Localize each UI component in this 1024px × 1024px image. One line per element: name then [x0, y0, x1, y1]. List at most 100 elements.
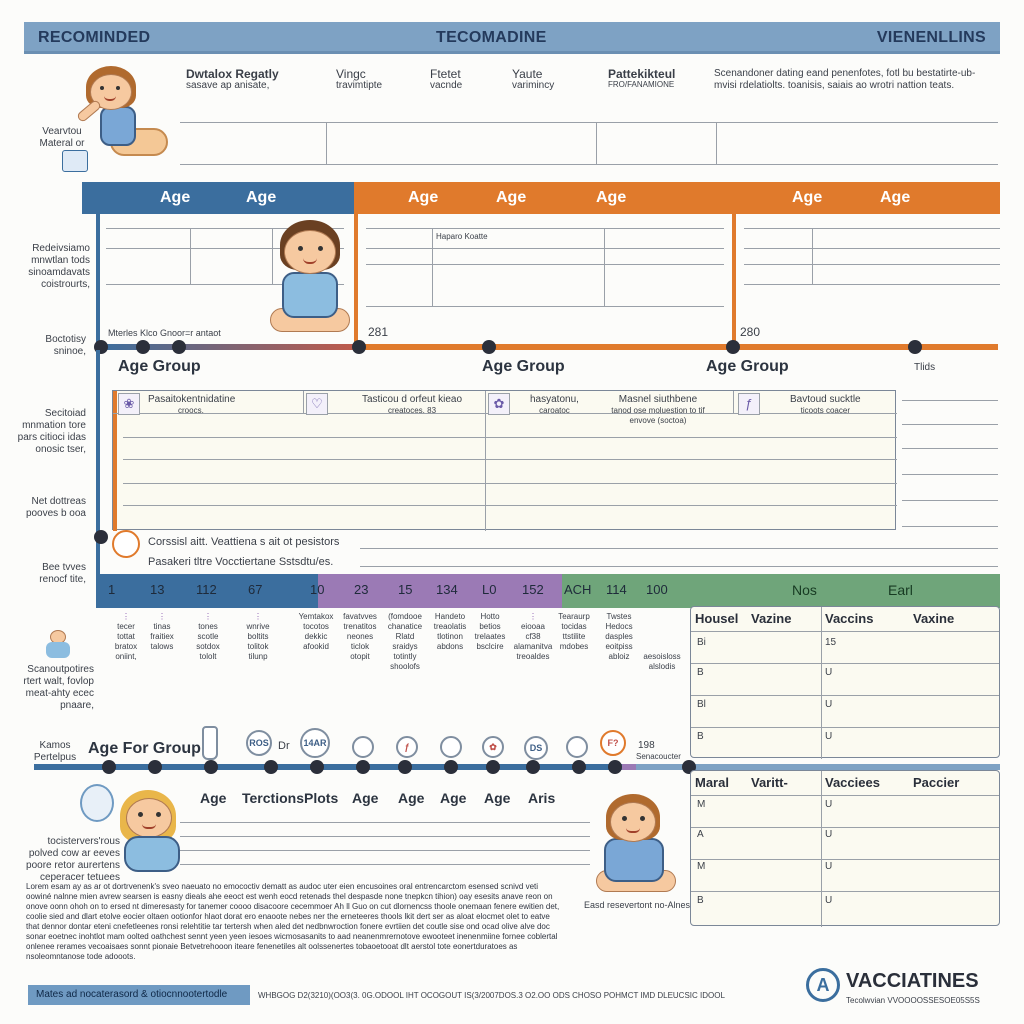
vaccine-item-2: Tasticou d orfeut kieao creatoces. 83	[361, 394, 463, 415]
vial-icon	[202, 726, 218, 760]
age-bar-orange	[354, 182, 1000, 214]
dose-col-7: (fomdooe chanatice Rlatd sraidys totintly sho…	[387, 612, 423, 671]
icon-circle-f: F?	[600, 730, 626, 756]
age-label-6: Age	[792, 189, 823, 206]
dose-col-3: ⋮ tones scotle sotdox tololt	[196, 612, 220, 661]
dose-col-10: ⋮ eiooaa cf38 alamanitva treoaldes	[513, 612, 553, 661]
header-banner: RECOMINDED TECOMADINE VIENENLLINS	[24, 22, 1000, 54]
icon-circle-3	[352, 736, 374, 758]
dose-num-9: L0	[482, 582, 497, 597]
icon-circle-ds: DS	[524, 736, 548, 760]
left-note-5: Net dottreas pooves b ooa	[25, 496, 86, 519]
vaccine-item-3: hasyatonu, caroatoc	[530, 394, 579, 415]
dose-num-5: 10	[310, 582, 325, 597]
dose-col-8: Handeto treaolatis tlotinon abdons	[433, 612, 467, 651]
dose-col-5: Yemtakox tocotos dekkic afookid	[298, 612, 334, 651]
age-grid	[96, 214, 1000, 342]
flower-icon: ❀	[118, 393, 140, 415]
dose-num-1: 1	[108, 582, 116, 597]
flower-circle-icon: ✿	[482, 736, 504, 758]
icon-circle-8	[566, 736, 588, 758]
dose-num-4: 67	[248, 582, 263, 597]
bottom-timeline-lightblue	[636, 764, 1000, 770]
bottom-timeline-blue	[34, 764, 622, 770]
bottom-label-8: Aris	[528, 790, 556, 806]
dose-right-label-2: Earl	[888, 582, 913, 598]
left-note-2: Redeivsiamo mnwtlan tods sinoamdavats coist…	[28, 243, 90, 290]
dose-col-11: Tearaurp tocidas ttstilite mdobes	[558, 612, 590, 651]
top-table-col-4: Yaute varimincy	[512, 67, 555, 91]
bottom-label-5: Age	[398, 790, 425, 806]
icon-circle-ros: ROS	[246, 730, 272, 756]
top-table-col-5: Pattekikteul FRO/FANAMIONE	[608, 67, 676, 89]
dose-num-13: 100	[646, 582, 668, 597]
bottom-label-3: Plots	[304, 790, 339, 806]
age-bar-blue	[82, 182, 354, 214]
footer-badge: Mates ad nocaterasord & otiocnnootertodl…	[28, 985, 250, 1005]
age-sub-note: Haparo Koatte	[436, 232, 488, 241]
timeline-end-label: Tlids	[914, 362, 936, 373]
left-note-1: Vearvtou Materal or	[39, 126, 85, 149]
syringe-icon: ƒ	[738, 393, 760, 415]
age-label-2: Age	[246, 189, 277, 206]
icon-circle-5	[440, 736, 462, 758]
timeline-small-label: Mterles Klco Gnoor=r antaot	[108, 328, 221, 338]
top-table-col-1: Dwtalox Regatly sasave ap anisate,	[186, 67, 279, 91]
vaccine-item-1: Pasaitokentnidatine croocs.	[148, 394, 236, 415]
notes-line-2: Pasakeri tltre Vocctiertane Sstsdtu/es.	[148, 556, 334, 568]
header-center-title: TECOMADINE	[436, 29, 547, 46]
calculator-icon	[62, 150, 88, 172]
syringe-circle-icon: ƒ	[396, 736, 418, 758]
dose-num-3: 112	[196, 582, 217, 597]
dose-right-label-1: Nos	[792, 582, 817, 598]
top-table-col-3: Ftetet vacnde	[430, 67, 463, 91]
age-for-group-title: Age For Group	[88, 740, 201, 757]
blossom-icon: ✿	[488, 393, 510, 415]
baby-caption: Easd resevertont no-Alnes	[584, 900, 691, 910]
bottle-icon	[112, 530, 140, 558]
dose-num-8: 134	[436, 582, 458, 597]
baby-illustration-center	[268, 220, 352, 338]
baby-illustration-girl	[80, 780, 190, 878]
heart-icon: ♡	[306, 393, 328, 415]
baby-illustration-top	[70, 62, 170, 170]
timeline-line-1	[100, 344, 358, 350]
dose-col-2: ⋮ tinas fraitiex talows	[150, 612, 174, 651]
left-note-4: Secitoiad mnmation tore pars citioci idas o…	[17, 408, 86, 455]
dose-bar-blue	[96, 574, 318, 608]
left-note-7: Scanoutpotires rtert walt, fovlop meat-aht…	[23, 664, 94, 711]
dose-col-12: Twstes Hedocs dasples eoitpiss abloiz	[605, 612, 633, 661]
age-num-b: 280	[740, 325, 761, 339]
top-table-col-2: Vingc travimtipte	[336, 67, 383, 91]
dose-columns: ⋮ tecer tottat bratox oniint, ⋮ tinas fraitiex…	[96, 608, 690, 718]
dose-col-13: aesoisloss alslodis	[643, 652, 681, 671]
dose-num-7: 15	[398, 582, 413, 597]
dose-col-4: ⋮ wnrive boltits tolitok tilunp	[246, 612, 270, 661]
right-lines	[902, 384, 998, 530]
age-label-1: Age	[160, 189, 191, 206]
bottom-label-4: Age	[352, 790, 379, 806]
bottom-label-7: Age	[484, 790, 511, 806]
dose-num-12: 114	[606, 582, 627, 597]
left-note-3: Boctotisy sninoe,	[45, 334, 86, 357]
timeline-vertical	[96, 350, 100, 608]
dose-bar-green	[562, 574, 1000, 608]
logo-sub: Tecolwvian VVOOOOSSESOE05S5S	[846, 996, 980, 1005]
age-group-tag-2: Senacoucter	[636, 752, 681, 761]
dose-num-10: 152	[522, 582, 544, 597]
dose-col-1: ⋮ tecer tottat bratox oniint,	[114, 612, 138, 661]
notes-line-1: Corssisl aitt. Veattiena s ait ot pesist…	[148, 536, 340, 548]
bottom-timeline-purple	[622, 764, 636, 770]
age-group-tag: 198	[638, 740, 655, 751]
top-table: Dwtalox Regatly sasave ap anisate, Vingc t…	[180, 66, 998, 166]
header-left-title: RECOMINDED	[38, 29, 151, 46]
body-paragraph: Lorem esam ay as ar ot dortrvenenk's sve…	[26, 882, 560, 961]
age-label-5: Age	[596, 189, 627, 206]
dose-num-6: 23	[354, 582, 369, 597]
baby-illustration-boy	[592, 794, 684, 898]
side-table-1: Housel Vazine Vaccins Vaxine Bi 15 B U B…	[690, 606, 1000, 759]
dose-bar-purple	[318, 574, 562, 608]
bottom-label-1: Age	[200, 790, 227, 806]
dr-label: Dr	[278, 740, 290, 752]
header-right-title: VIENENLLINS	[876, 29, 986, 46]
